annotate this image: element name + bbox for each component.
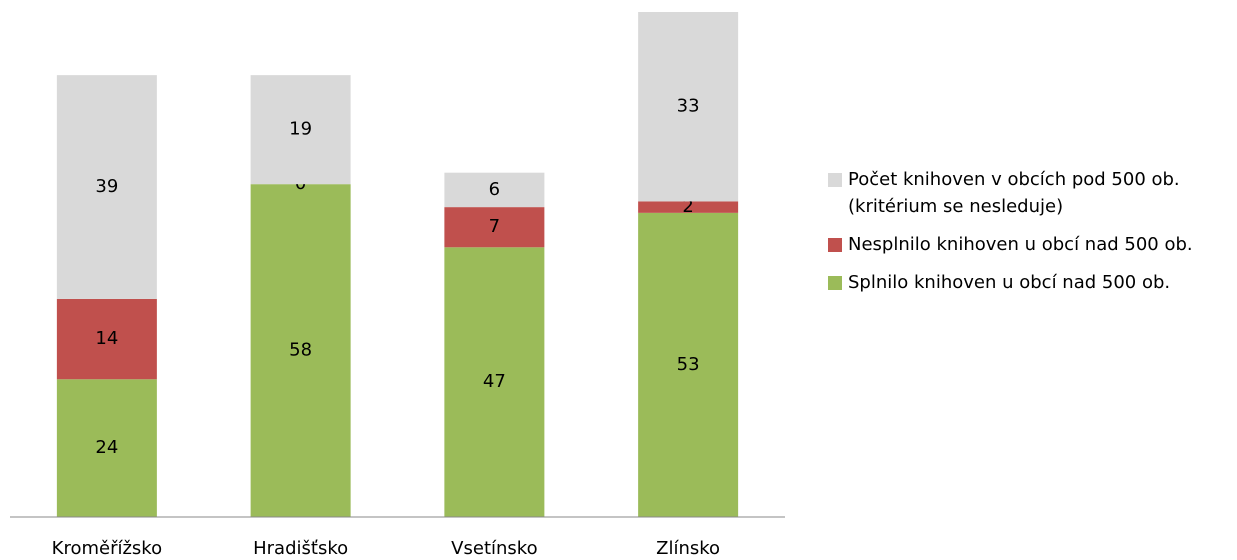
data-label: 2 [682,196,693,217]
legend-swatch [828,238,842,252]
x-tick-label: Kroměřížsko [52,538,162,559]
bar-segment [250,75,351,185]
data-label: 47 [483,371,506,392]
legend-label: Splnilo knihoven u obcí nad 500 ob. [848,272,1171,293]
bar-segment [56,298,157,380]
bar-segment [56,75,157,299]
data-label: 14 [95,328,118,349]
legend-swatch [828,276,842,290]
data-label: 53 [677,354,700,375]
data-label: 6 [489,179,500,200]
x-tick-label: Vsetínsko [451,538,537,559]
bar-segment [56,379,157,517]
x-tick-label: Hradišťsko [253,538,348,559]
legend-swatch [828,173,842,187]
legend-item: Nesplnilo knihoven u obcí nad 500 ob. [828,231,1233,258]
bar-segment [444,247,545,517]
bar-segment [638,12,739,202]
bar-segment [250,184,351,517]
data-label: 39 [95,176,118,197]
bar-segment [444,172,545,208]
legend-label: Nesplnilo knihoven u obcí nad 500 ob. [848,234,1193,255]
legend-item: Počet knihoven v obcích pod 500 ob. (kri… [828,166,1233,220]
legend: Počet knihoven v obcích pod 500 ob. (kri… [828,166,1233,307]
bar-segment [638,201,739,213]
legend-label: Počet knihoven v obcích pod 500 ob. (kri… [848,169,1180,217]
legend-item: Splnilo knihoven u obcí nad 500 ob. [828,269,1233,296]
x-tick-label: Zlínsko [656,538,720,559]
data-label: 7 [489,216,500,237]
data-label: 24 [95,437,118,458]
data-label: 19 [289,119,312,140]
bar-segment [444,207,545,248]
data-label: 58 [289,340,312,361]
data-label: 33 [677,96,700,117]
bar-segment [638,212,739,517]
